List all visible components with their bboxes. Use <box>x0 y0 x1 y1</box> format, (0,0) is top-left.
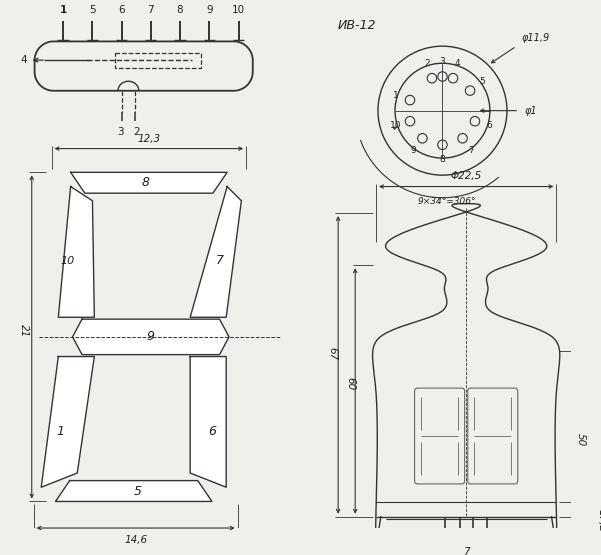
Text: 8: 8 <box>141 176 149 189</box>
Text: 10: 10 <box>390 122 401 130</box>
Text: 5: 5 <box>89 5 96 15</box>
Text: φ11,9: φ11,9 <box>521 33 549 43</box>
Polygon shape <box>190 356 226 487</box>
Text: 9×34°=306°: 9×34°=306° <box>418 197 477 206</box>
Text: 9: 9 <box>410 146 416 155</box>
Polygon shape <box>71 172 227 193</box>
Text: 4: 4 <box>20 55 27 65</box>
Text: 10: 10 <box>61 255 75 265</box>
Text: 8: 8 <box>177 5 183 15</box>
Text: 12,3: 12,3 <box>137 134 160 144</box>
Text: Φ22,5: Φ22,5 <box>451 171 482 181</box>
Text: 3: 3 <box>439 57 445 66</box>
Text: 9: 9 <box>147 330 155 344</box>
Text: 7: 7 <box>216 254 224 267</box>
Polygon shape <box>58 186 94 317</box>
Polygon shape <box>41 356 94 487</box>
Text: 1: 1 <box>392 91 398 100</box>
Text: 17,2: 17,2 <box>597 509 601 532</box>
Text: 1: 1 <box>56 425 64 438</box>
Text: 4: 4 <box>455 59 460 68</box>
Bar <box>115 53 201 68</box>
Text: 5: 5 <box>133 485 141 497</box>
Text: 5: 5 <box>480 77 485 86</box>
Text: 7: 7 <box>463 547 469 555</box>
Text: 3: 3 <box>117 127 124 137</box>
Text: 50: 50 <box>576 433 586 446</box>
Text: 10: 10 <box>232 5 245 15</box>
Text: ИВ-12: ИВ-12 <box>338 19 377 32</box>
Polygon shape <box>73 319 229 355</box>
Text: 7: 7 <box>147 5 154 15</box>
Text: φ1: φ1 <box>524 105 537 115</box>
Text: 6: 6 <box>118 5 125 15</box>
Text: 1: 1 <box>59 5 67 15</box>
Text: 7: 7 <box>469 146 474 155</box>
Text: 2: 2 <box>133 127 140 137</box>
Text: 67: 67 <box>328 347 337 360</box>
Text: 60: 60 <box>346 377 355 391</box>
Text: 8: 8 <box>439 155 445 164</box>
Text: 6: 6 <box>208 425 216 438</box>
Text: 2: 2 <box>424 59 430 68</box>
Polygon shape <box>190 186 242 317</box>
Text: 9: 9 <box>206 5 213 15</box>
Polygon shape <box>55 481 212 502</box>
Text: 6: 6 <box>486 122 492 130</box>
Text: 14,6: 14,6 <box>124 534 147 544</box>
Text: 21: 21 <box>19 324 29 337</box>
